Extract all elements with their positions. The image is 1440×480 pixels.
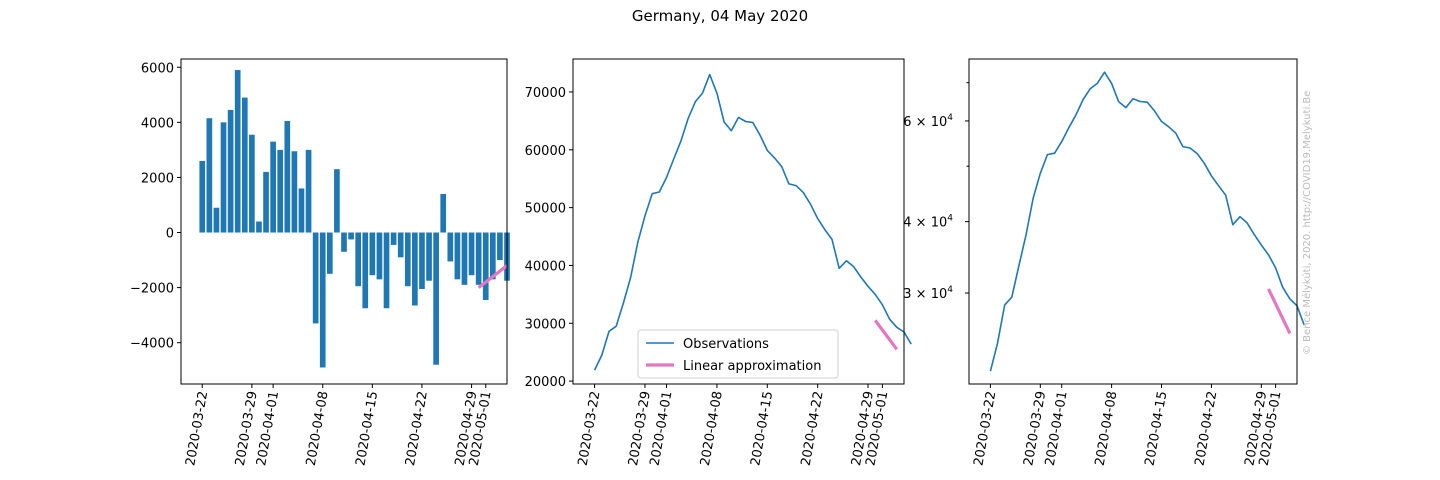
x-tick-label: 2020-04-08 [304, 390, 332, 467]
y-tick-label: 60000 [525, 144, 566, 159]
y-tick-label: −4000 [130, 337, 174, 352]
bar [312, 232, 319, 324]
bar [270, 141, 276, 233]
bar [249, 134, 255, 233]
bar [227, 109, 234, 233]
figure-title: Germany, 04 May 2020 [632, 7, 808, 25]
bar [263, 171, 269, 233]
linear-approximation-line [1267, 288, 1292, 335]
linear-approximation-line [477, 264, 508, 289]
observations-line [593, 73, 912, 371]
y-tick-label: 6000 [141, 61, 174, 76]
bar [412, 232, 418, 306]
bar [326, 232, 333, 274]
x-tick-label: 2020-04-15 [1143, 390, 1171, 467]
bar [433, 232, 439, 365]
x-tick-label: 2020-04-22 [799, 390, 827, 467]
bar [305, 149, 312, 233]
x-tick-label: 2020-04-08 [1093, 390, 1121, 467]
bar [468, 232, 475, 276]
bar [475, 232, 482, 285]
bar [234, 70, 241, 233]
bar [376, 232, 383, 280]
y-tick-label: 3 × 104 [903, 285, 953, 302]
x-tick-label: 2020-03-22 [183, 390, 211, 467]
y-tick-label: 30000 [525, 317, 566, 332]
legend-observations-label: Observations [683, 337, 769, 352]
bar [383, 232, 390, 309]
bar [291, 151, 298, 233]
bar [206, 118, 213, 233]
y-tick-label: 0 [166, 227, 174, 242]
bar [241, 97, 248, 233]
x-tick-label: 2020-03-22 [576, 390, 604, 467]
bar [497, 232, 503, 261]
bar [277, 149, 284, 233]
y-tick-label: 70000 [525, 86, 566, 101]
bar [369, 232, 376, 276]
legend-box [637, 329, 839, 379]
y-tick-label: 6 × 104 [903, 113, 953, 130]
bar [319, 232, 326, 368]
x-tick-label: 2020-04-15 [748, 390, 776, 467]
x-tick-label: 2020-04-22 [403, 390, 431, 467]
y-tick-label: 20000 [525, 375, 566, 390]
x-tick-label: 2020-03-22 [971, 390, 999, 467]
bar [489, 232, 496, 280]
bar [298, 188, 305, 233]
bar [426, 232, 432, 281]
linear-approximation-line [873, 319, 899, 351]
bar [447, 232, 454, 262]
bar [284, 120, 291, 233]
y-tick-label: 4 × 104 [903, 214, 953, 231]
bar [348, 232, 354, 240]
bar [397, 232, 404, 258]
plot-frame [968, 58, 1298, 385]
bar [341, 232, 347, 252]
x-tick-label: 2020-04-08 [698, 390, 726, 467]
plot-frame [180, 58, 508, 385]
plot-frame [572, 58, 905, 385]
bar [440, 193, 447, 233]
x-tick-label: 2020-04-22 [1192, 390, 1220, 467]
bar [419, 232, 425, 289]
y-tick-label: −2000 [130, 282, 174, 297]
bar [461, 232, 468, 285]
bar [199, 160, 206, 233]
bar [256, 221, 262, 233]
bar [362, 232, 369, 309]
bar [390, 232, 397, 245]
observations-line [989, 71, 1305, 372]
y-tick-label: 40000 [525, 259, 566, 274]
y-tick-label: 2000 [141, 171, 174, 186]
bar [213, 207, 220, 233]
x-tick-label: 2020-04-15 [353, 390, 381, 467]
bar [454, 232, 461, 280]
bar [404, 232, 411, 287]
y-tick-label: 50000 [525, 202, 566, 217]
copyright-credit: © Bence Mélykúti, 2020. http://COVID19.M… [1301, 91, 1313, 355]
y-tick-label: 4000 [141, 116, 174, 131]
bar [355, 232, 362, 287]
bar [220, 122, 227, 233]
bar [334, 169, 340, 233]
legend-approximation-label: Linear approximation [683, 359, 821, 374]
bar [482, 232, 489, 300]
